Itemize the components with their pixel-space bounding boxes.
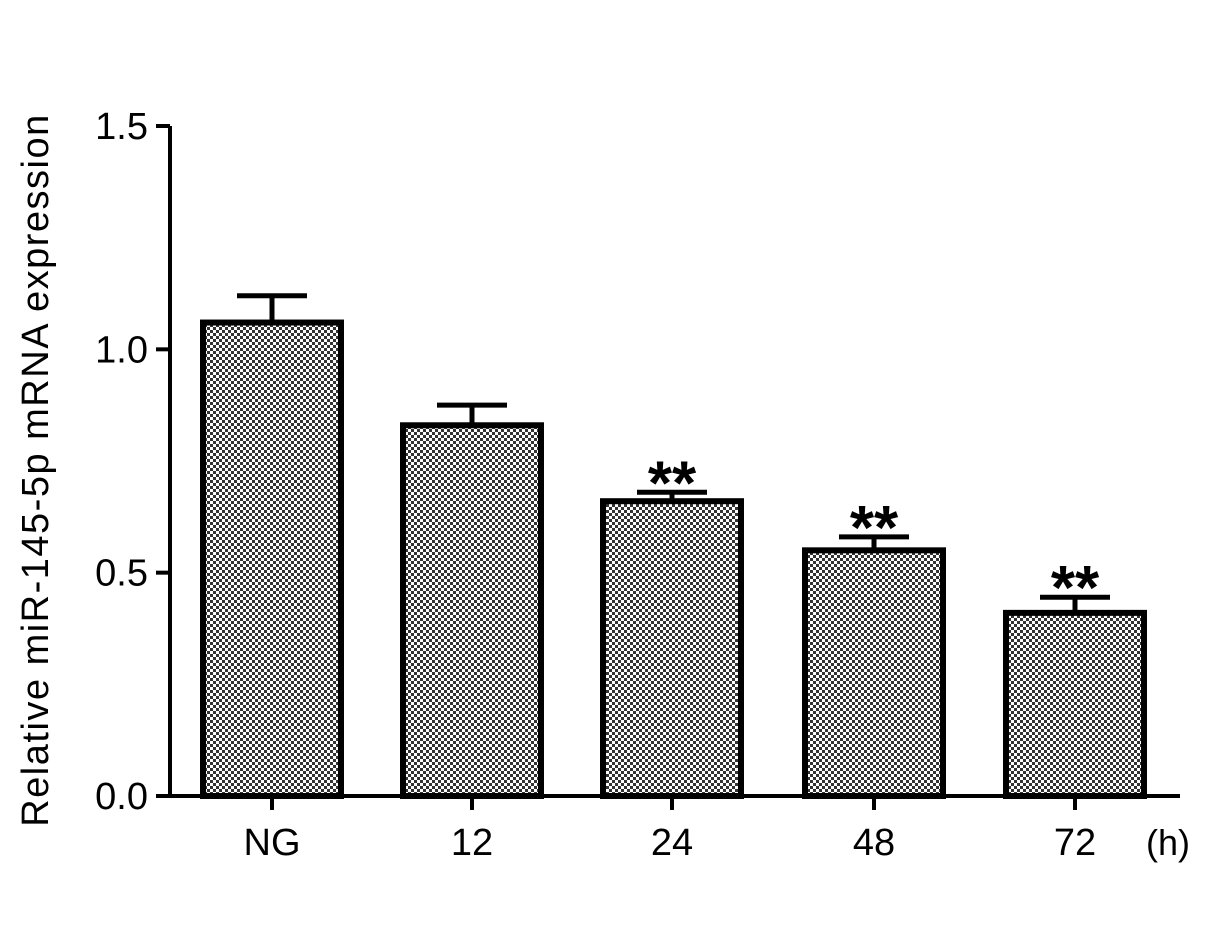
y-tick-label: 1.0 bbox=[95, 329, 148, 371]
x-tick-label: 12 bbox=[451, 822, 493, 864]
x-tick-label: 48 bbox=[853, 822, 895, 864]
bar bbox=[400, 422, 544, 799]
y-tick-label: 0.5 bbox=[95, 553, 148, 595]
significance-label: ** bbox=[1051, 554, 1100, 623]
x-axis-unit-label: (h) bbox=[1146, 822, 1190, 863]
bar bbox=[802, 547, 946, 799]
y-axis-label: Relative miR-145-5p mRNA expression bbox=[15, 113, 57, 827]
significance-label: ** bbox=[648, 449, 697, 518]
y-axis-label-group: Relative miR-145-5p mRNA expression bbox=[15, 113, 57, 827]
y-tick-label: 0.0 bbox=[95, 776, 148, 818]
y-tick-label: 1.5 bbox=[95, 106, 148, 148]
tick-labels: 0.0 0.5 1.0 1.5 NG 12 24 48 72 bbox=[95, 106, 1096, 864]
bars bbox=[200, 319, 1147, 799]
significance-label: ** bbox=[850, 494, 899, 563]
x-tick-label: NG bbox=[244, 822, 301, 864]
bar bbox=[600, 498, 744, 799]
bar bbox=[1003, 609, 1147, 799]
significance-marks: ** ** ** bbox=[648, 449, 1100, 623]
x-tick-label: 24 bbox=[651, 822, 693, 864]
bar bbox=[200, 319, 344, 799]
error-bars bbox=[237, 293, 1110, 613]
x-tick-label: 72 bbox=[1054, 822, 1096, 864]
